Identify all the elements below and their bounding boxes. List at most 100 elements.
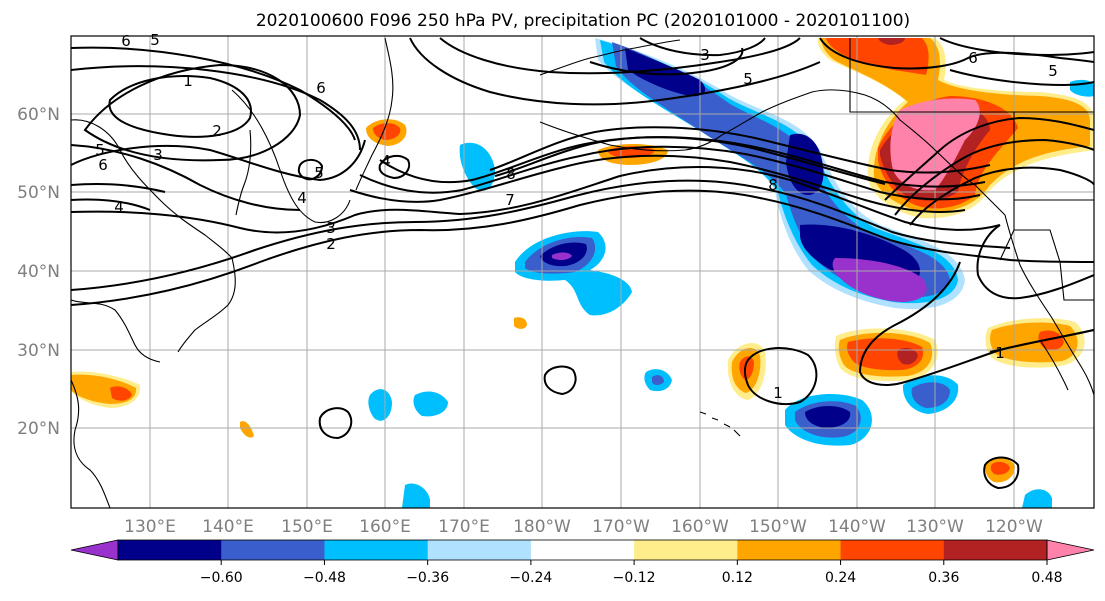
coast-aleutian-chain bbox=[539, 121, 723, 152]
contour-label: 1 bbox=[995, 344, 1005, 362]
colorbar-tick-label: −0.60 bbox=[200, 570, 243, 586]
pc-positive-west-1-red bbox=[110, 386, 132, 401]
contour-label: 6 bbox=[121, 32, 131, 50]
pv-contour-loop-5 bbox=[297, 158, 324, 181]
coast-baja bbox=[1039, 339, 1069, 391]
pc-positive-okhotsk-red bbox=[373, 123, 401, 140]
colorbar: −0.60 −0.48 −0.36 −0.24 −0.12 0.12 0.24 0.36 0.4… bbox=[70, 539, 1095, 586]
colorbar-segment bbox=[118, 540, 222, 560]
pv-contour-eastern-1 bbox=[989, 329, 1094, 353]
pv-contour-trough-2 bbox=[894, 138, 1094, 216]
pv-contour-loop-1 bbox=[318, 407, 353, 440]
contour-label: 6 bbox=[968, 49, 978, 67]
lat-label-60n: 60°N bbox=[17, 105, 60, 125]
contour-label: 4 bbox=[114, 198, 124, 216]
pv-contour-3 bbox=[71, 179, 1011, 291]
pc-positive-south-east-red bbox=[990, 461, 1010, 475]
contour-label: 8 bbox=[768, 176, 778, 194]
colorbar-segment bbox=[840, 540, 945, 560]
pc-negative-blob-4 bbox=[652, 375, 664, 385]
colorbar-segment bbox=[943, 540, 1048, 560]
colorbar-tick-label: 0.36 bbox=[928, 570, 959, 586]
colorbar-tick-label: 0.48 bbox=[1031, 570, 1062, 586]
pv-contour-north-1 bbox=[409, 37, 821, 106]
colorbar-extend-min bbox=[70, 539, 119, 561]
pv-contour-loop-2 bbox=[543, 365, 577, 396]
contour-label: 2 bbox=[326, 235, 336, 253]
pv-contour-alaska-1 bbox=[819, 37, 1094, 70]
pc-negative-blob-north bbox=[459, 142, 495, 191]
lon-label-160e: 160°E bbox=[359, 517, 411, 537]
pv-contours bbox=[71, 37, 1094, 490]
contour-label: 5 bbox=[150, 31, 160, 49]
contour-label: 7 bbox=[505, 191, 515, 209]
contour-label: 1 bbox=[773, 384, 783, 402]
pc-negative-blob-2 bbox=[413, 391, 448, 417]
pv-contour-north-3 bbox=[589, 47, 744, 76]
colorbar-tick-label: 0.12 bbox=[722, 570, 753, 586]
colorbar-extend-max bbox=[1046, 539, 1095, 561]
lon-label-170e: 170°E bbox=[438, 517, 490, 537]
pc-positive-alaska-brick-2 bbox=[878, 38, 905, 45]
pv-contour-ne-asia-7 bbox=[71, 183, 166, 211]
pc-negative-band-navy-mid bbox=[786, 133, 824, 196]
map-frame bbox=[70, 35, 1095, 509]
contour-label: 5 bbox=[743, 70, 753, 88]
colorbar-tick-label: −0.36 bbox=[406, 570, 449, 586]
pc-negative-blob-south-navy bbox=[805, 406, 851, 428]
graticule bbox=[71, 36, 1094, 508]
pv-contour-ne-asia-5 bbox=[71, 46, 356, 141]
lat-label-20n: 20°N bbox=[17, 419, 60, 439]
coast-kamchatka bbox=[355, 37, 394, 191]
lat-label-30n: 30°N bbox=[17, 341, 60, 361]
colorbar-tick-label: 0.24 bbox=[825, 570, 856, 586]
pv-contour-loop-3 bbox=[744, 347, 818, 405]
lon-label-130w: 130°W bbox=[906, 517, 964, 537]
coast-hawaii bbox=[699, 411, 741, 437]
contour-label: 4 bbox=[297, 189, 307, 207]
colorbar-segment bbox=[324, 540, 429, 560]
contour-label: 3 bbox=[153, 146, 163, 164]
pv-contour-trough-1 bbox=[884, 116, 1094, 201]
colorbar-tick-label: −0.48 bbox=[303, 570, 346, 586]
pc-negative-band-navy-top bbox=[625, 48, 706, 97]
contour-label: 1 bbox=[183, 72, 193, 90]
contour-label: 5 bbox=[1048, 62, 1058, 80]
pv-contour-alaska-2 bbox=[939, 37, 1094, 57]
lon-label-150e: 150°E bbox=[281, 517, 333, 537]
coast-okhotsk bbox=[231, 89, 351, 224]
coast-china-south bbox=[71, 379, 111, 508]
lon-label-180w: 180°W bbox=[513, 517, 571, 537]
pc-positive-central-1-red bbox=[739, 356, 754, 380]
longitude-axis-labels: 130°E 140°E 150°E 160°E 170°E 180°W 170°… bbox=[124, 517, 1043, 537]
pc-negative-blob-1 bbox=[368, 389, 392, 421]
lat-label-40n: 40°N bbox=[17, 262, 60, 282]
pv-contour-ne-asia-1 bbox=[108, 75, 252, 138]
contour-label: 8 bbox=[506, 165, 516, 183]
lon-label-140e: 140°E bbox=[202, 517, 254, 537]
colorbar-segment bbox=[634, 540, 738, 560]
pv-contour-trough-4 bbox=[976, 224, 1094, 300]
lon-label-120w: 120°W bbox=[985, 517, 1043, 537]
pc-negative-band-blue bbox=[612, 42, 950, 298]
pv-contour-north-4 bbox=[639, 37, 766, 57]
contour-label: 5 bbox=[314, 164, 324, 182]
pc-positive-west-3 bbox=[514, 317, 527, 329]
pv-contour-alaska-3 bbox=[949, 69, 1094, 87]
colorbar-tick-label: −0.12 bbox=[613, 570, 656, 586]
contour-label: 3 bbox=[700, 46, 710, 64]
contour-label: 6 bbox=[98, 156, 108, 174]
pv-contour-4 bbox=[71, 165, 1001, 234]
coast-alaska bbox=[539, 39, 1006, 216]
pv-contour-ne-asia-4 bbox=[71, 144, 301, 211]
pv-contour-ne-asia-6 bbox=[71, 65, 361, 151]
contour-label: 2 bbox=[212, 122, 222, 140]
contour-label: 4 bbox=[381, 152, 391, 170]
pv-contour-6 bbox=[359, 145, 981, 201]
lat-label-50n: 50°N bbox=[17, 183, 60, 203]
contour-label: 5 bbox=[95, 141, 105, 159]
colorbar-segment bbox=[737, 540, 842, 560]
